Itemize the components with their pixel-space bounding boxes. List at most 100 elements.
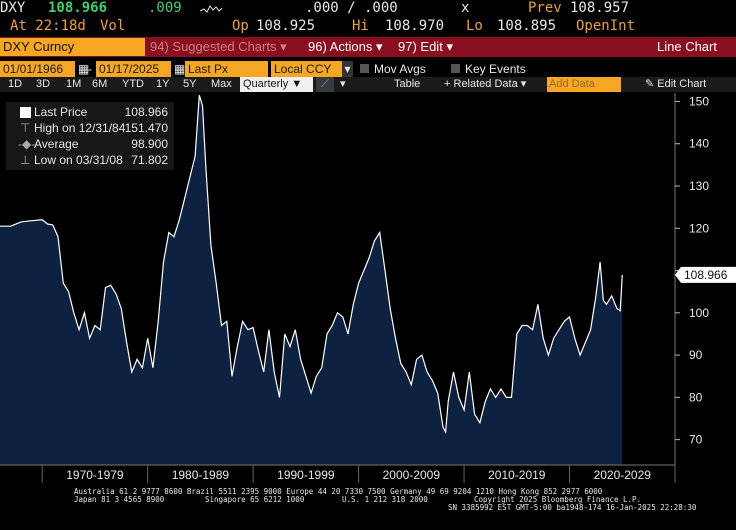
suggested-charts-button[interactable]: 94) Suggested Charts ▾: [150, 38, 287, 56]
y-tick-label: 70: [689, 433, 703, 447]
end-date-input[interactable]: 01/17/2025: [96, 61, 171, 77]
x-group-label: 1990-1999: [277, 468, 335, 482]
chart-controls: 01/01/1966 ▦ - 01/17/2025 ▦ Last Px Loca…: [0, 61, 736, 78]
chevron-down-icon[interactable]: ▾: [340, 78, 346, 90]
legend-low-value: 71.802: [131, 153, 168, 167]
last-price: 108.966: [48, 0, 108, 16]
date-separator: -: [88, 62, 92, 76]
start-date-input[interactable]: 01/01/1966: [0, 61, 75, 77]
suggested-charts-label: 94) Suggested Charts: [150, 39, 277, 54]
close-x[interactable]: x: [461, 0, 470, 16]
low-label: Lo: [466, 18, 483, 34]
average-marker-icon: -◆-: [18, 137, 36, 151]
low-marker-icon: ⊥: [20, 153, 31, 167]
field-select[interactable]: Last Px: [185, 61, 268, 77]
period-ytd[interactable]: YTD: [122, 78, 144, 90]
frequency-label: Quarterly: [243, 78, 289, 90]
mov-avgs-checkbox[interactable]: [360, 64, 369, 73]
key-events-checkbox[interactable]: [451, 64, 460, 73]
chevron-down-icon: ▼: [291, 78, 303, 90]
edit-button[interactable]: 97) Edit ▾: [398, 38, 453, 56]
quote-detail-bar: At 22:18d Vol Op 108.925 Hi 108.970 Lo 1…: [0, 18, 736, 36]
x-group-label: 2010-2019: [488, 468, 546, 482]
chevron-down-icon: ▾: [375, 39, 383, 54]
last-price-tag-label: 108.966: [684, 268, 728, 282]
legend-high-label: High on 12/31/84: [34, 121, 126, 135]
price-chart[interactable]: 70 80 90 100 120 130 140 150 108.966 1970-1979 19…: [0, 93, 736, 485]
legend-avg-value: 98.900: [131, 137, 168, 151]
x-group-label: 2020-2029: [594, 468, 652, 482]
legend-last-value: 108.966: [124, 105, 168, 119]
x-group-label: 2000-2009: [383, 468, 441, 482]
period-6m[interactable]: 6M: [92, 78, 108, 90]
prev-value: 108.957: [570, 0, 630, 16]
period-1y[interactable]: 1Y: [156, 78, 170, 90]
footer-us: U.S. 1 212 318 2000: [342, 495, 428, 504]
legend-high-value: 151.470: [124, 121, 168, 135]
y-tick-label: 100: [689, 306, 709, 320]
edit-label: 97) Edit: [398, 39, 443, 54]
quote-time: At 22:18d: [10, 18, 86, 34]
prev-label: Prev: [528, 0, 562, 16]
price-area: [0, 95, 623, 465]
open-label: Op: [232, 18, 249, 34]
legend-average: -◆- Average 98.900: [10, 136, 170, 152]
footer-copyright: Copyright 2025 Bloomberg Finance L.P.: [474, 495, 642, 504]
last-price-tag: [675, 266, 736, 283]
ticker: DXY: [0, 0, 26, 16]
quote-bar: DXY 108.966 .009 .000 / .000 x Prev 108.…: [0, 0, 736, 18]
legend-high: ⊤ High on 12/31/84 151.470: [10, 120, 170, 136]
actions-button[interactable]: 96) Actions ▾: [308, 38, 382, 56]
period-max[interactable]: Max: [211, 78, 232, 90]
price-change: .009: [148, 0, 182, 16]
calendar-icon[interactable]: ▦: [78, 62, 90, 76]
chart-legend: Last Price 108.966 ⊤ High on 12/31/84 15…: [6, 102, 174, 170]
add-data-input[interactable]: Add Data: [547, 77, 621, 92]
footer-singapore: Singapore 65 6212 1000: [205, 495, 305, 504]
legend-low: ⊥ Low on 03/31/08 71.802: [10, 152, 170, 168]
footer-japan: Japan 81 3 4565 8900: [74, 495, 165, 504]
y-tick-label: 90: [689, 348, 703, 362]
y-tick-label: 130: [689, 179, 709, 193]
edit-chart-button[interactable]: ✎ Edit Chart: [645, 77, 706, 92]
key-events-label: Key Events: [465, 62, 526, 76]
mov-avgs-label: Mov Avgs: [374, 62, 426, 76]
currency-select[interactable]: Local CCY: [271, 61, 342, 77]
open-value: 108.925: [256, 18, 316, 34]
y-tick-label: 150: [689, 94, 709, 108]
y-tick-label: 120: [689, 221, 709, 235]
chart-toolbar: DXY Curncy 94) Suggested Charts ▾ 96) Ac…: [0, 37, 736, 57]
chart-type-label: Line Chart: [657, 39, 717, 54]
period-5y[interactable]: 5Y: [183, 78, 197, 90]
security-field[interactable]: DXY Curncy: [0, 38, 145, 56]
period-1m[interactable]: 1M: [66, 78, 82, 90]
chevron-down-icon: ▾: [520, 78, 527, 90]
line-chart-icon[interactable]: ⟋: [316, 77, 334, 92]
legend-avg-label: Average: [34, 137, 79, 151]
sparkline-icon: [199, 2, 224, 20]
calendar-icon[interactable]: ▦: [174, 62, 186, 76]
period-bar: 1D 3D 1M 6M YTD 1Y 5Y Max Quarterly ▼ ⟋ …: [0, 77, 736, 92]
table-button[interactable]: Table: [394, 78, 421, 90]
pencil-icon: ✎: [645, 78, 655, 90]
chevron-down-icon[interactable]: ▾: [342, 61, 353, 77]
y-tick-label: 140: [689, 137, 709, 151]
x-group-label: 1970-1979: [66, 468, 124, 482]
legend-swatch: [20, 107, 31, 118]
legend-low-label: Low on 03/31/08: [34, 153, 123, 167]
footer-phones: Australia 61 2 9777 8600 Brazil 5511 239…: [74, 487, 603, 496]
related-data-button[interactable]: + Related Data ▾: [444, 77, 526, 92]
chevron-down-icon: ▾: [280, 39, 287, 54]
legend-last-label: Last Price: [34, 105, 88, 119]
y-tick-label: 80: [689, 390, 703, 404]
plus-icon: +: [444, 78, 451, 90]
openint-label: OpenInt: [576, 18, 636, 34]
frequency-select[interactable]: Quarterly ▼: [240, 77, 313, 92]
related-data-label: Related Data: [453, 78, 518, 90]
price-line: [0, 95, 623, 435]
period-1d[interactable]: 1D: [8, 78, 23, 90]
x-group-label: 1980-1989: [172, 468, 230, 482]
high-label: Hi: [352, 18, 369, 34]
period-3d[interactable]: 3D: [36, 78, 51, 90]
low-value: 108.895: [497, 18, 557, 34]
